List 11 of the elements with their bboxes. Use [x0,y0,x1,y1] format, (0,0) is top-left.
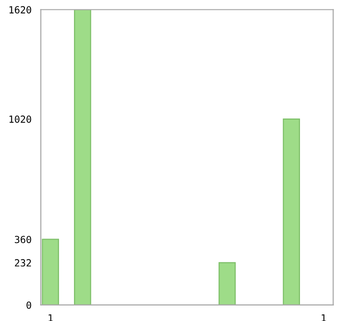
bar [218,262,236,305]
y-tick-label: 1020 [10,116,32,123]
x-tick-label: 1 [48,314,53,321]
bar [74,10,92,305]
y-tick-label: 232 [14,259,31,267]
bar [282,118,300,305]
x-tick-label: 1 [322,314,326,321]
y-tick-label: 1620 [10,6,32,14]
y-tick-label: 360 [14,236,32,244]
y-tick-label: 0 [26,301,32,309]
bar [42,238,60,305]
